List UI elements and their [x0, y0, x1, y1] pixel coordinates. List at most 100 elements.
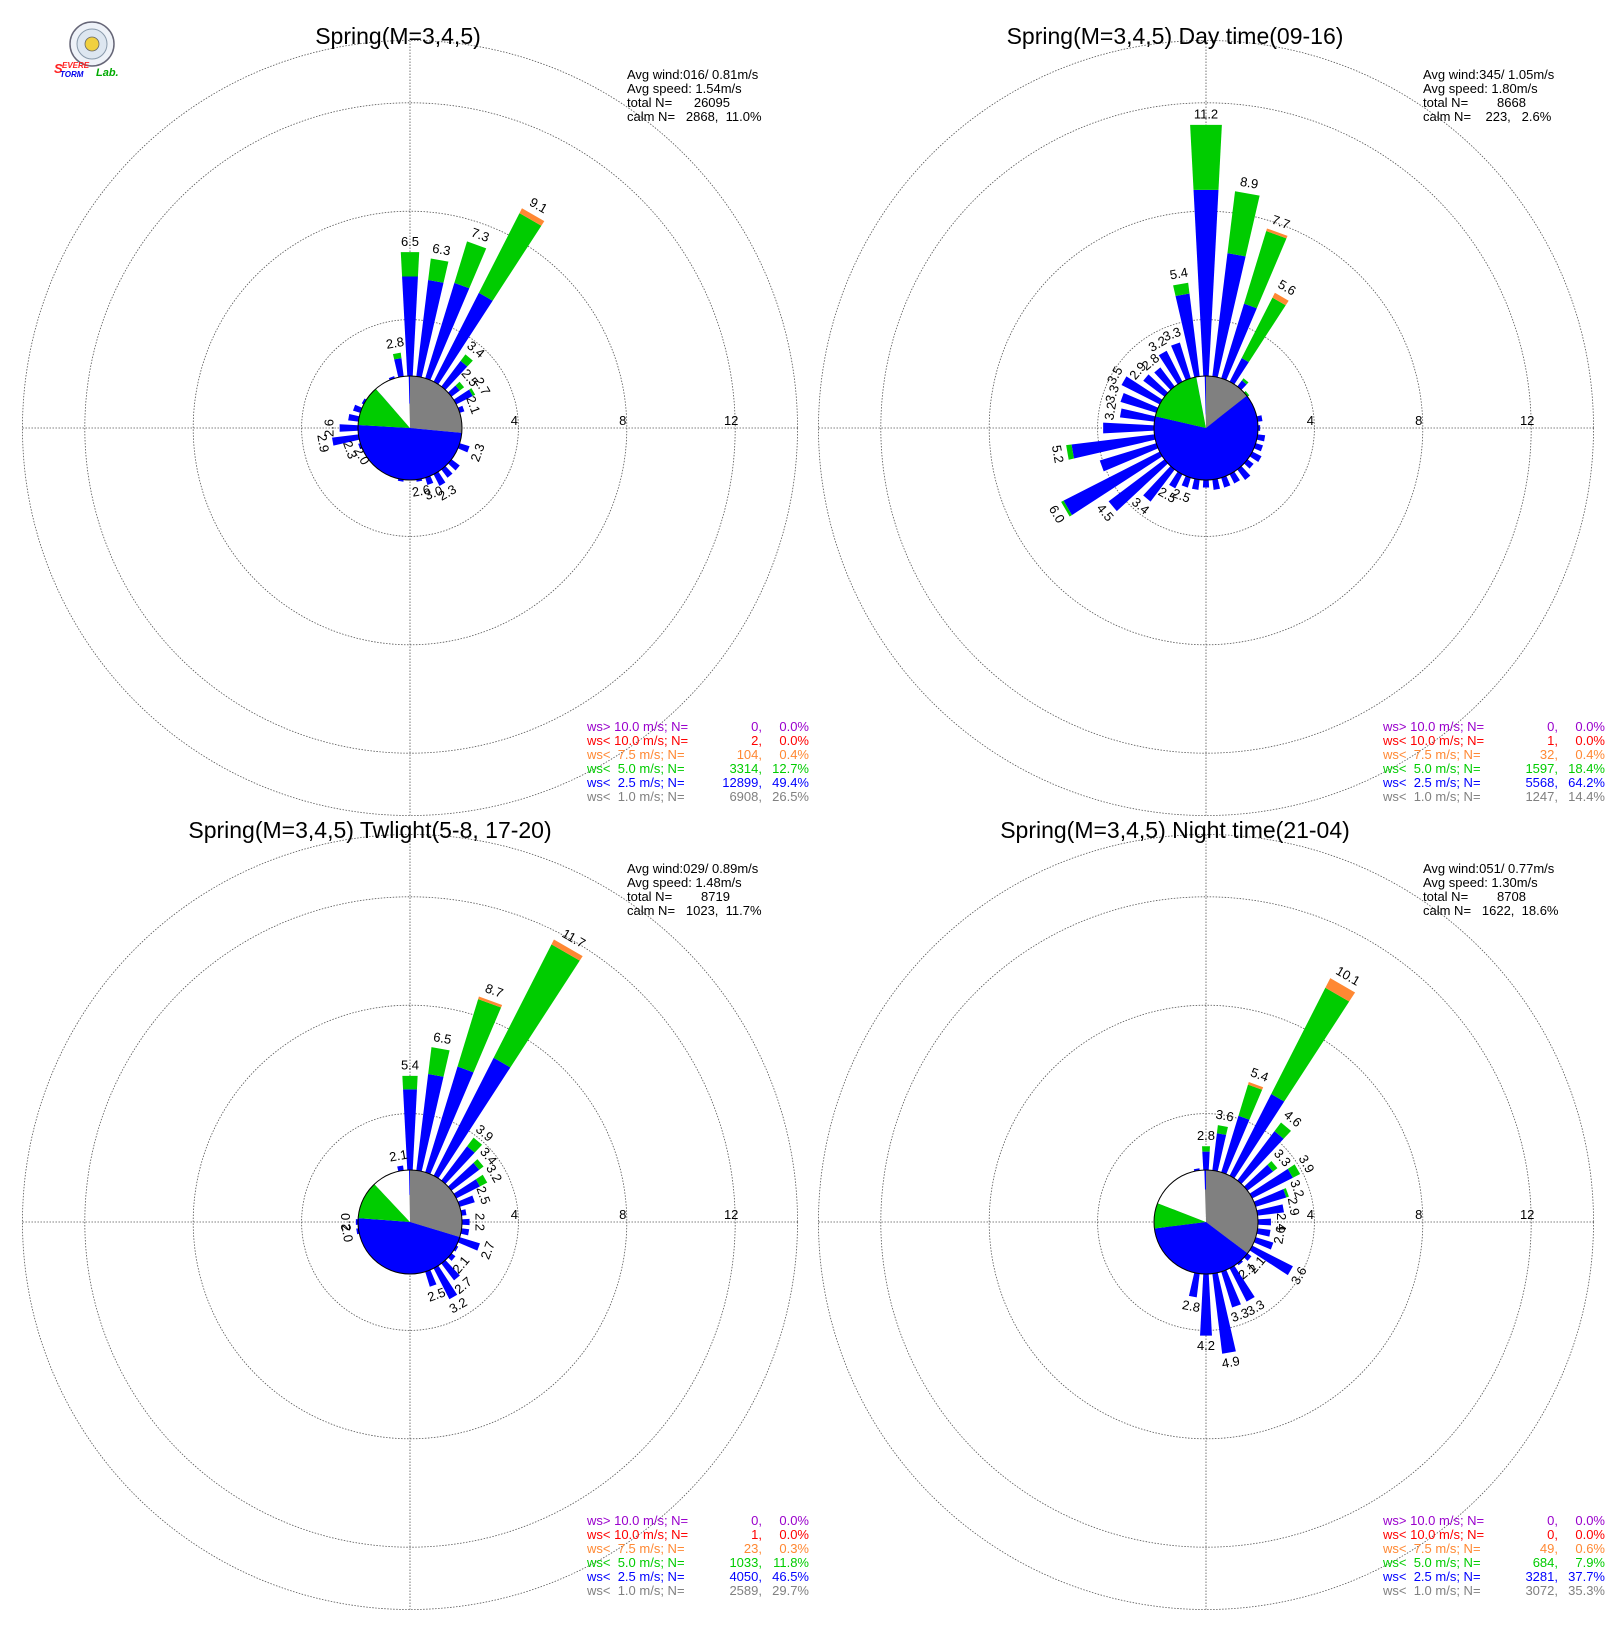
legend-count: 3072, [1525, 1583, 1558, 1598]
wind-bar-segment [493, 944, 580, 1068]
legend-label: ws< 2.5 m/s; N= [586, 1569, 685, 1584]
radial-tick-label: 8 [619, 413, 626, 428]
bar-value-label: 2.9 [1285, 1196, 1303, 1216]
legend-label: ws< 1.0 m/s; N= [586, 1583, 685, 1598]
panel-title: Spring(M=3,4,5) Night time(21-04) [1000, 817, 1350, 843]
bar-value-label: 4.9 [1221, 1353, 1241, 1371]
wind-bar-segment [455, 381, 465, 391]
wind-bar-segment-orange [551, 939, 583, 961]
bar-value-label: 2.5 [1170, 485, 1192, 505]
legend-label: ws< 7.5 m/s; N= [1382, 747, 1481, 762]
center-pie-slice [358, 388, 410, 428]
legend-percent: 0.0% [779, 719, 809, 734]
legend-label: ws< 7.5 m/s; N= [1382, 1541, 1481, 1556]
legend-count: 104, [737, 747, 762, 762]
bar-value-label: 2.6 [1270, 1225, 1288, 1245]
stat-line: Avg wind:051/ 0.77m/s [1423, 861, 1555, 876]
legend-percent: 46.5% [772, 1569, 809, 1584]
range-ring [880, 102, 1532, 754]
legend-percent: 0.0% [779, 733, 809, 748]
wind-bar-segment-orange [519, 208, 545, 226]
wind-bar-segment [1243, 391, 1250, 398]
wind-bar-segment [460, 354, 473, 367]
legend-count: 1, [1547, 733, 1558, 748]
wind-bar-segment [421, 292, 493, 408]
radial-tick-label: 12 [1520, 1207, 1534, 1222]
legend-label: ws< 10.0 m/s; N= [586, 1527, 688, 1542]
center-pie-outline [1153, 1169, 1259, 1275]
legend-label: ws< 5.0 m/s; N= [586, 1555, 685, 1570]
stat-line: total N= 8708 [1423, 889, 1526, 904]
radial-tick-label: 4 [511, 413, 518, 428]
wind-bar-segment [1283, 1188, 1289, 1198]
bar-value-label: 3.2 [1101, 401, 1119, 421]
bar-value-label: 3.0 [423, 483, 445, 503]
panel-title: Spring(M=3,4,5) [315, 23, 481, 49]
panel-title: Spring(M=3,4,5) Twlight(5-8, 17-20) [188, 817, 551, 843]
radial-tick-label: 4 [511, 1207, 518, 1222]
legend-percent: 0.0% [1575, 719, 1605, 734]
bar-value-label: 2.8 [1197, 1128, 1215, 1143]
legend-percent: 37.7% [1568, 1569, 1605, 1584]
stat-line: Avg speed: 1.48m/s [627, 875, 742, 890]
center-pie-slice [1154, 1222, 1248, 1275]
wind-bar-segment [1193, 189, 1219, 415]
legend-count: 3314, [729, 761, 762, 776]
wind-bar-segment-orange [478, 996, 503, 1008]
bar-value-label: 5.2 [1049, 444, 1067, 464]
wind-bar-segment [1241, 378, 1249, 385]
legend-percent: 64.2% [1568, 775, 1605, 790]
radial-tick-label: 8 [1415, 1207, 1422, 1222]
legend-percent: 0.4% [1575, 747, 1605, 762]
bar-value-label: 2.3 [340, 439, 360, 461]
legend-label: ws< 7.5 m/s; N= [586, 747, 685, 762]
center-pie-slice [1206, 1170, 1258, 1254]
center-pie-outline [357, 375, 463, 481]
legend-percent: 0.3% [779, 1541, 809, 1556]
legend-percent: 0.0% [1575, 733, 1605, 748]
radial-tick-label: 4 [1307, 1207, 1314, 1222]
wind-bar-segment [1238, 1084, 1263, 1120]
wind-bar-segment [1244, 231, 1287, 309]
legend-percent: 12.7% [772, 761, 809, 776]
center-pie-slice [357, 1218, 460, 1274]
legend-count: 6908, [729, 789, 762, 804]
wind-rose-panel-3: 4 8 125.46.58.711.73.93.43.22.52.22.72.12.… [22, 817, 809, 1610]
wind-bar-segment [1220, 1094, 1285, 1195]
wind-bar-segment [422, 1057, 511, 1200]
bar-value-label: 6.3 [431, 241, 451, 259]
wind-bar-segment [475, 1174, 488, 1187]
stat-line: total N= 26095 [627, 95, 730, 110]
wind-bar-segment [417, 282, 470, 406]
bar-value-label: 2.0 [338, 1213, 353, 1231]
panel-title: Spring(M=3,4,5) Day time(09-16) [1007, 23, 1344, 49]
legend-label: ws< 10.0 m/s; N= [586, 733, 688, 748]
legend-count: 12899, [722, 775, 762, 790]
legend-count: 684, [1533, 1555, 1558, 1570]
wind-bar-segment [402, 1075, 418, 1090]
legend-count: 0, [751, 719, 762, 734]
wind-bar-segment [412, 280, 444, 405]
legend-count: 0, [1547, 1527, 1558, 1542]
legend-label: ws< 7.5 m/s; N= [586, 1541, 685, 1556]
stat-line: Avg speed: 1.54m/s [627, 81, 742, 96]
stat-line: total N= 8668 [1423, 95, 1526, 110]
center-pie-slice [375, 376, 410, 428]
bar-value-label: 9.1 [527, 194, 550, 216]
bar-value-label: 2.6 [322, 419, 337, 437]
wind-bar-segment [1200, 1254, 1212, 1336]
legend-label: ws> 10.0 m/s; N= [586, 1513, 688, 1528]
center-pie-slice [1206, 376, 1247, 428]
legend-count: 23, [744, 1541, 762, 1556]
center-pie-slice [1157, 1170, 1206, 1222]
legend-label: ws< 5.0 m/s; N= [1382, 1555, 1481, 1570]
bar-value-label: 2.3 [467, 442, 487, 464]
wind-bar-segment [1190, 124, 1222, 190]
bar-value-label: 3.2 [1287, 1178, 1307, 1200]
radial-tick-label: 12 [724, 413, 738, 428]
stat-line: calm N= 2868, 11.0% [627, 109, 762, 124]
stat-line: total N= 8719 [627, 889, 730, 904]
wind-bar-segment [403, 1089, 417, 1195]
wind-bar-segment [454, 241, 487, 289]
legend-count: 2, [751, 733, 762, 748]
